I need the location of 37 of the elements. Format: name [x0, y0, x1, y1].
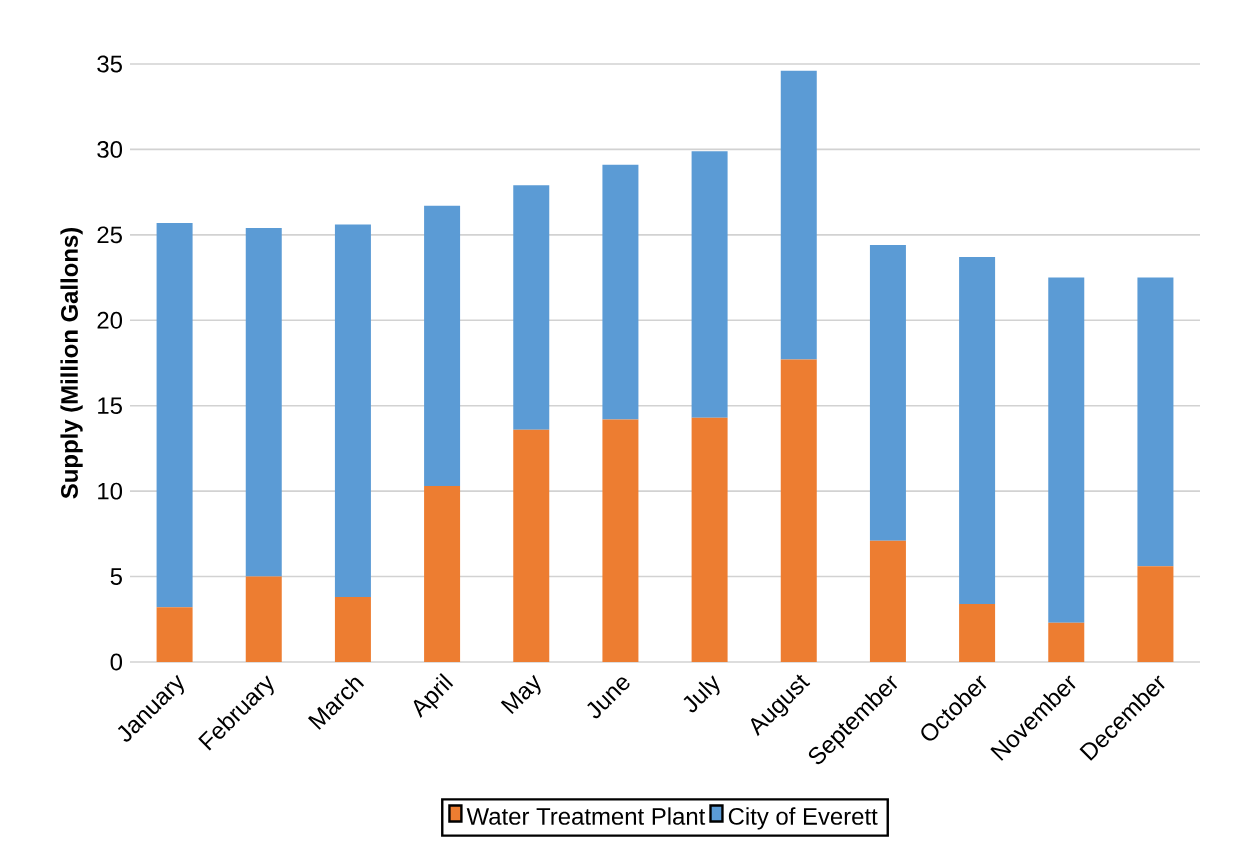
y-tick-label: 30	[97, 140, 123, 158]
bar	[780, 70, 817, 360]
y-tick-label: 15	[98, 397, 122, 415]
bar	[245, 576, 282, 662]
bar	[1137, 566, 1174, 662]
y-tick-label: 20	[97, 311, 123, 329]
y-tick-label: 25	[97, 226, 122, 244]
bar	[691, 417, 728, 662]
y-tick-label: 0	[110, 653, 123, 671]
bar	[156, 222, 193, 608]
y-tick-label: 5	[110, 568, 122, 585]
x-tick-label: July	[683, 675, 720, 713]
bar	[869, 245, 906, 541]
bar	[424, 486, 461, 662]
y-axis-title: Supply (Million Gallons)	[60, 228, 83, 499]
bar	[602, 419, 639, 662]
bar	[334, 224, 371, 598]
bar	[780, 359, 817, 662]
bar	[424, 205, 461, 487]
bar	[245, 228, 282, 577]
bar	[334, 597, 371, 662]
bar	[156, 607, 193, 662]
y-tick-label: 35	[97, 55, 122, 73]
legend-label: Water Treatment Plant	[466, 807, 706, 825]
bar	[959, 257, 996, 604]
bar	[602, 164, 639, 420]
bar	[1048, 277, 1085, 623]
bar	[959, 603, 996, 662]
bar	[1137, 277, 1174, 567]
bar	[869, 540, 906, 662]
legend-label: City of Everett	[728, 807, 878, 830]
bar	[513, 185, 550, 430]
bar	[1048, 622, 1085, 662]
y-tick-label: 10	[98, 482, 123, 500]
bar	[513, 429, 550, 662]
bar	[691, 151, 728, 418]
x-tick-label: May	[500, 674, 541, 715]
